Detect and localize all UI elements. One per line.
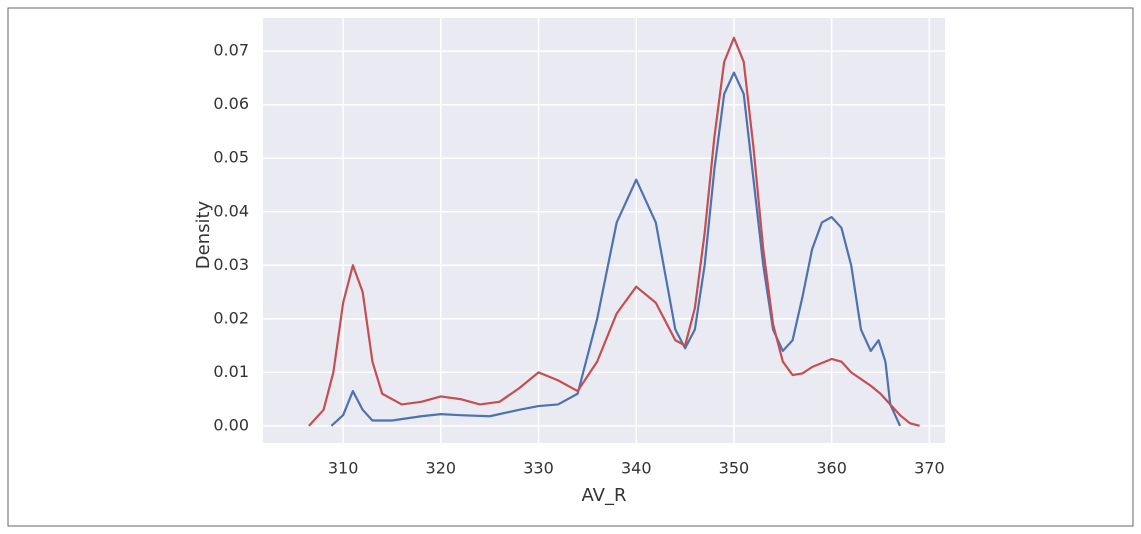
y-tick-label: 0.01 — [213, 362, 249, 381]
x-tick-label: 330 — [523, 459, 554, 478]
x-tick-label: 310 — [328, 459, 359, 478]
x-tick-label: 360 — [816, 459, 847, 478]
x-tick-label: 340 — [621, 459, 652, 478]
x-tick-label: 350 — [719, 459, 750, 478]
y-tick-label: 0.03 — [213, 255, 249, 274]
x-tick-label: 370 — [914, 459, 945, 478]
density-line — [308, 36, 920, 427]
y-tick-label: 0.00 — [213, 415, 249, 434]
x-axis-label: AV_R — [582, 485, 627, 506]
y-axis-label: Density — [193, 200, 214, 269]
y-tick-label: 0.02 — [213, 308, 249, 327]
y-tick-label: 0.05 — [213, 148, 249, 167]
y-tick-label: 0.04 — [213, 201, 249, 220]
y-tick-label: 0.06 — [213, 94, 249, 113]
x-tick-label: 320 — [426, 459, 457, 478]
y-tick-label: 0.07 — [213, 41, 249, 60]
density-line — [330, 71, 902, 427]
